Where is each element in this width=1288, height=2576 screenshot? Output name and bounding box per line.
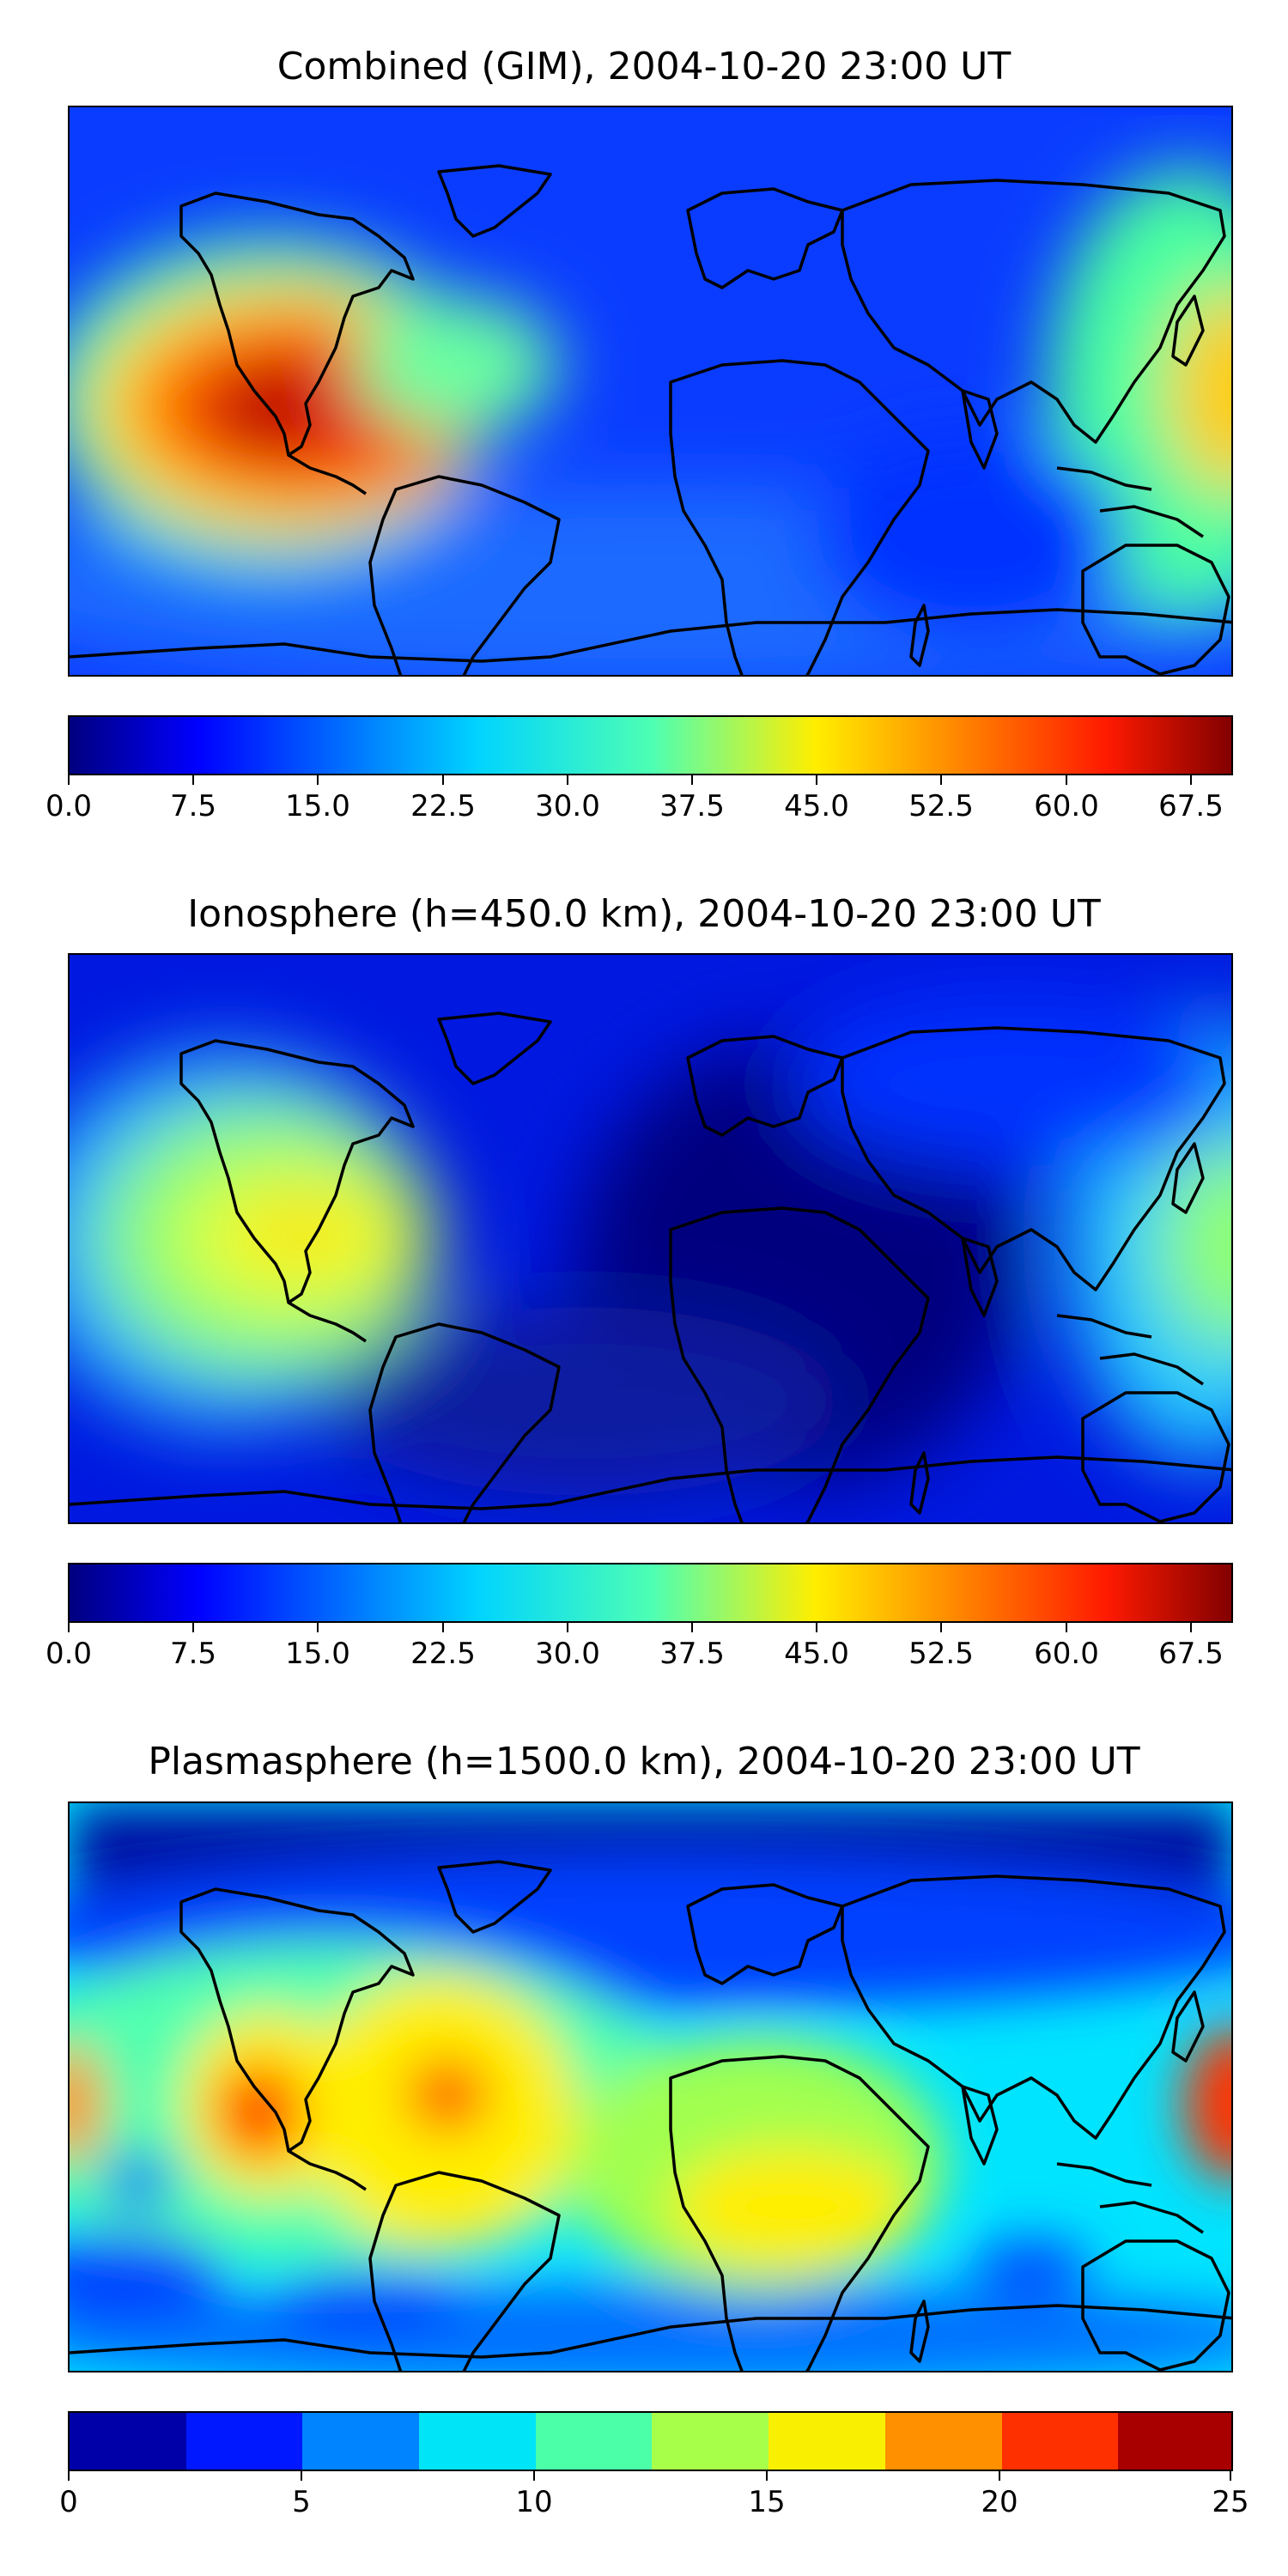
colorbar-tick-label: 52.5 <box>908 789 974 823</box>
colorbar-tick-label: 30.0 <box>535 1637 600 1671</box>
colorbar-tick-label: 5 <box>292 2485 311 2519</box>
colorbar-tick-label: 45.0 <box>784 789 849 823</box>
colorbar-tick-label: 52.5 <box>908 1637 974 1671</box>
colorbar-tick-label: 0.0 <box>45 789 93 823</box>
panel-1-title: Combined (GIM), 2004-10-20 23:00 UT <box>276 45 1012 88</box>
colorbar-tick-label: 67.5 <box>1158 1637 1224 1671</box>
colorbar-tick-label: 10 <box>515 2485 553 2519</box>
colorbar-tick-label: 7.5 <box>169 1637 217 1671</box>
colorbar-tick-label: 25 <box>1212 2485 1249 2519</box>
panel-2-colorbar-ticks: 0.0 7.5 15.0 22.5 30.0 37.5 45.0 52.5 60… <box>46 1623 1233 1674</box>
colorbar-tick-label: 15.0 <box>285 1637 350 1671</box>
colorbar-tick-label: 7.5 <box>169 789 217 823</box>
colorbar-tick-label: 67.5 <box>1158 789 1224 823</box>
panel-2-map <box>68 953 1233 1524</box>
colorbar-tick-label: 15.0 <box>285 789 350 823</box>
panel-3-colorbar-ticks: 0 5 10 15 20 25 <box>59 2471 1249 2523</box>
colorbar-tick-label: 22.5 <box>410 1637 476 1671</box>
colorbar-tick-label: 37.5 <box>659 1637 725 1671</box>
colorbar-tick-label: 45.0 <box>784 1637 849 1671</box>
colorbar-tick-label: 0 <box>59 2485 78 2519</box>
panel-2-colorbar <box>68 1563 1233 1623</box>
colorbar-tick-label: 15 <box>748 2485 786 2519</box>
panel-1-colorbar-ticks: 0.0 7.5 15.0 22.5 30.0 37.5 45.0 52.5 60… <box>46 775 1233 827</box>
colorbar-tick-label: 60.0 <box>1034 789 1099 823</box>
colorbar-tick-label: 37.5 <box>659 789 725 823</box>
colorbar-tick-label: 30.0 <box>535 789 600 823</box>
panel-2-title: Ionosphere (h=450.0 km), 2004-10-20 23:0… <box>187 892 1101 936</box>
panel-3-title: Plasmasphere (h=1500.0 km), 2004-10-20 2… <box>148 1740 1140 1783</box>
panel-1-map <box>68 106 1233 677</box>
panel-1-colorbar <box>68 715 1233 775</box>
colorbar-tick-label: 0.0 <box>45 1637 93 1671</box>
colorbar-tick-label: 20 <box>981 2485 1018 2519</box>
colorbar-tick-label: 22.5 <box>410 789 476 823</box>
panel-3-colorbar <box>68 2411 1233 2471</box>
panel-3-map <box>68 1801 1233 2372</box>
colorbar-tick-label: 60.0 <box>1034 1637 1099 1671</box>
